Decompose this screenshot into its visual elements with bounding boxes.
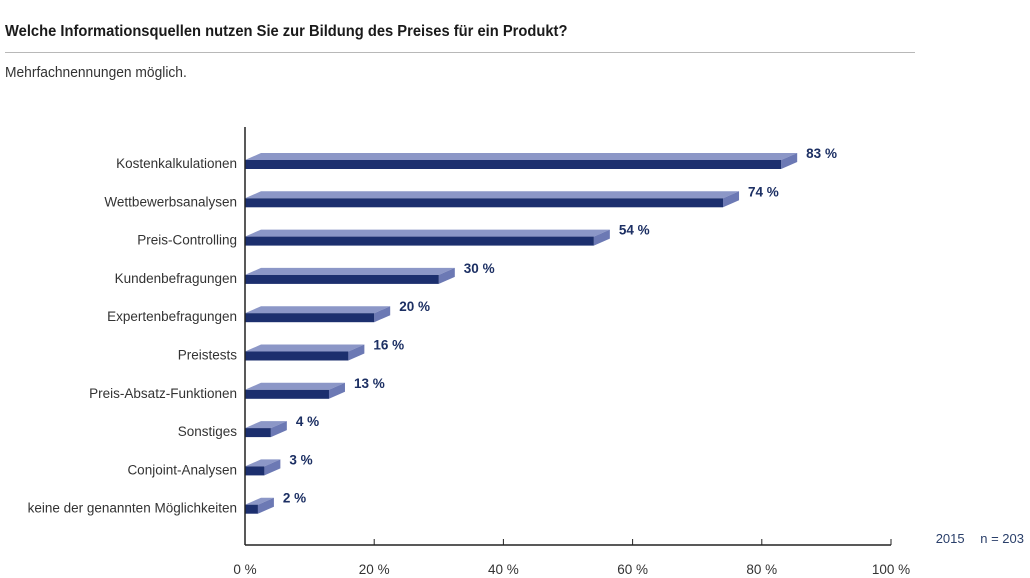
title-divider [5,52,915,53]
category-label: keine der genannten Möglichkeiten [28,501,237,516]
category-label: Sonstiges [178,424,238,439]
category-label: Wettbewerbsanalysen [104,194,237,209]
bar-front-face [245,428,271,438]
value-label: 54 % [619,223,650,238]
bar-1: Kostenkalkulationen 83 % [116,146,837,171]
x-tick-label: 80 % [746,562,777,577]
category-label: Kundenbefragungen [115,271,237,286]
bar-top-face [245,421,287,429]
axis-layer [244,127,892,546]
x-tick-labels: 0 % 20 % 40 % 60 % 80 % 100 % [233,562,910,577]
value-label: 13 % [354,376,385,391]
bar-end-face [438,267,455,284]
bar-top-face [245,191,740,199]
bar-top-face [245,497,274,505]
bar-end-face [374,306,391,323]
bar-8: Sonstiges 4 % [178,414,319,439]
bar-6: Preistests 16 % [178,338,404,363]
value-label: 74 % [748,184,779,199]
x-tick-label: 100 % [872,562,910,577]
x-tick-label: 60 % [617,562,648,577]
bar-end-face [264,459,281,476]
chart-title: Welche Informationsquellen nutzen Sie zu… [5,23,568,40]
chart-subtitle: Mehrfachnennungen möglich. [5,64,187,81]
bar-4: Kundenbefragungen 30 % [115,261,495,286]
value-label: 16 % [373,338,404,353]
bar-top-face [245,382,345,390]
x-tick-label: 20 % [359,562,390,577]
category-label: Preistests [178,348,238,363]
bar-end-face [257,497,274,514]
bar-top-face [245,229,610,237]
bar-2: Wettbewerbsanalysen 74 % [104,184,778,209]
bar-front-face [245,389,329,399]
bar-10: keine der genannten Möglichkeiten 2 % [28,491,307,516]
bar-3: Preis-Controlling 54 % [137,223,649,248]
value-label: 30 % [464,261,495,276]
bar-top-face [245,267,455,275]
bar-end-face [593,229,610,246]
value-label: 2 % [283,491,306,506]
bar-front-face [245,313,375,323]
bar-end-face [781,153,798,169]
bar-front-face [245,198,724,208]
bar-7: Preis-Absatz-Funktionen 13 % [89,376,385,401]
bar-front-face [245,351,349,361]
category-label: Preis-Controlling [137,233,237,248]
value-label: 83 % [806,146,837,161]
category-label: Kostenkalkulationen [116,156,237,171]
bar-front-face [245,274,439,284]
bar-front-face [245,160,782,169]
x-tick-label: 40 % [488,562,519,577]
value-label: 3 % [289,452,312,467]
sample-info: 2015 n = 203 [936,531,1024,546]
bar-top-face [245,153,798,160]
value-label: 20 % [399,299,430,314]
bar-end-face [270,421,287,438]
value-label: 4 % [296,414,319,429]
sample-size: n = 203 [980,531,1024,546]
bar-front-face [245,504,258,514]
bar-front-face [245,466,265,476]
category-label: Expertenbefragungen [107,309,237,324]
bar-end-face [723,191,740,208]
bars-layer: Kostenkalkulationen 83 % Wettbewerbsanalys… [28,146,837,516]
bar-end-face [328,382,345,399]
bar-end-face [348,344,365,361]
bar-9: Conjoint-Analysen 3 % [127,452,312,477]
category-label: Preis-Absatz-Funktionen [89,386,237,401]
bar-top-face [245,306,391,314]
bar-5: Expertenbefragungen 20 % [107,299,430,324]
category-label: Conjoint-Analysen [127,462,237,477]
survey-year: 2015 [935,531,965,546]
bar-front-face [245,236,594,246]
x-tick-label: 0 % [233,562,256,577]
bar-top-face [245,344,365,352]
bar-top-face [245,459,281,467]
